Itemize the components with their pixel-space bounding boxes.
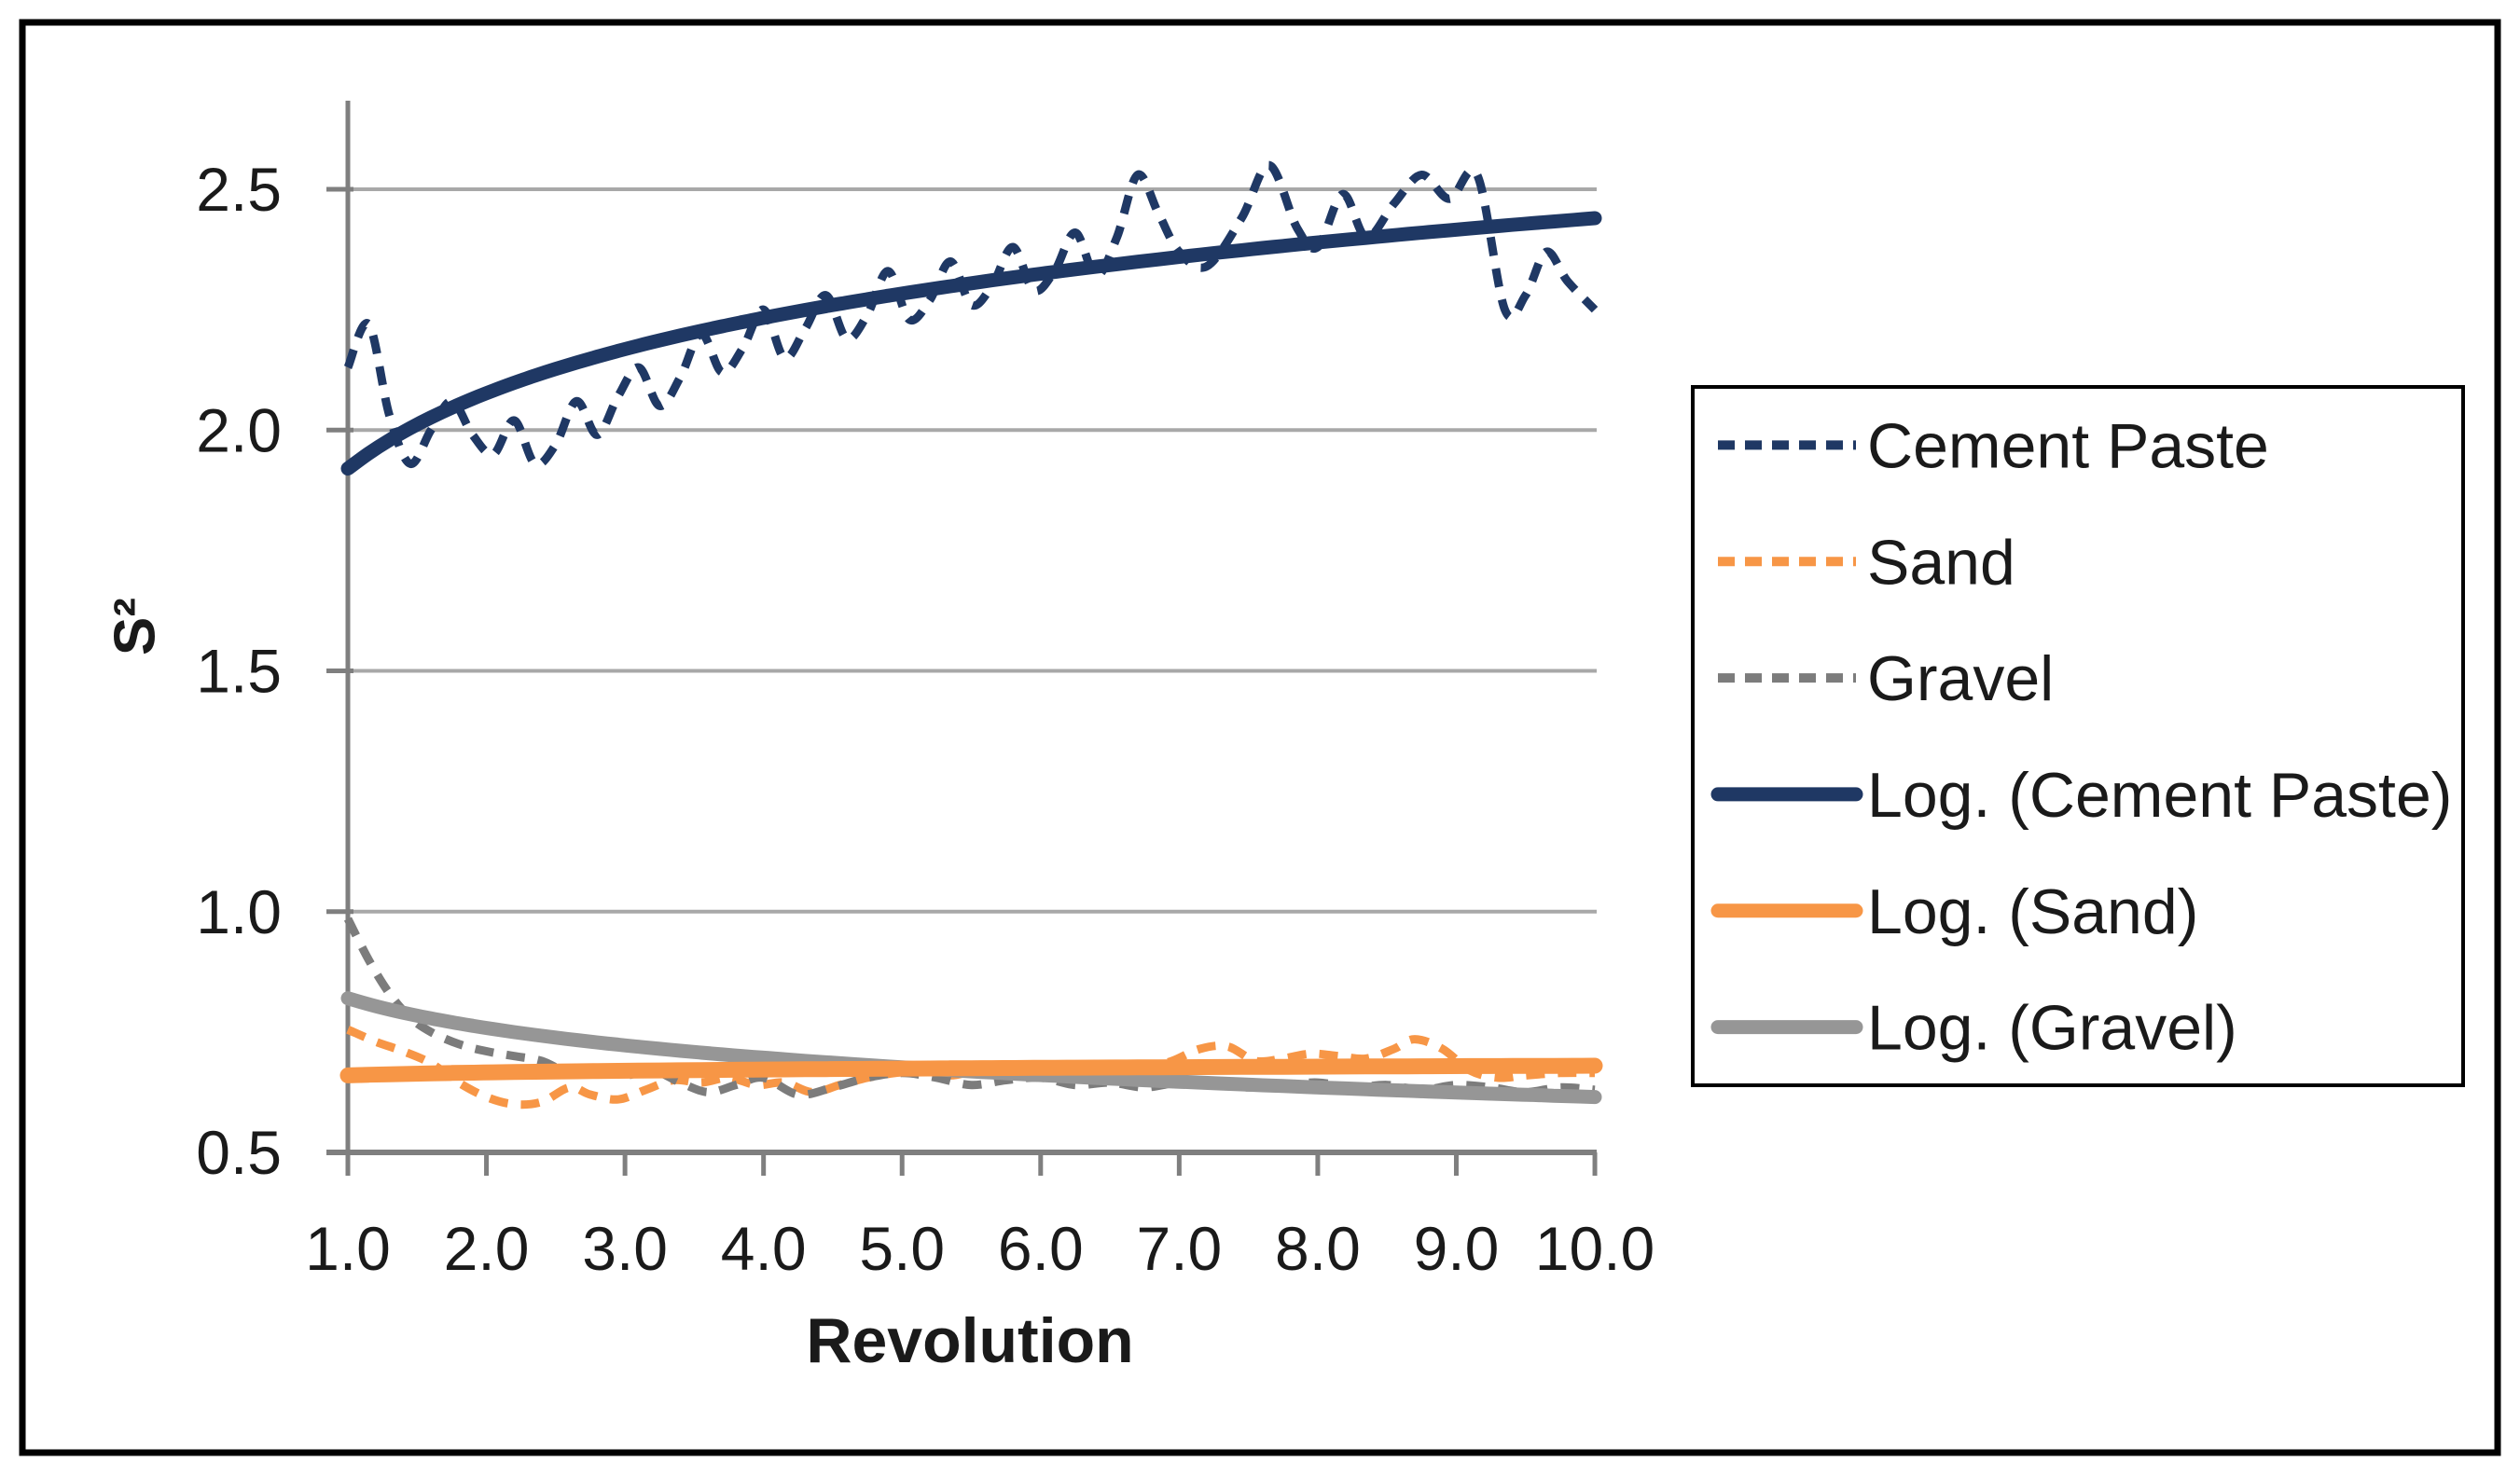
legend-label-log-cement-paste: Log. (Cement Paste) [1867, 760, 2452, 831]
legend-label-gravel: Gravel [1867, 643, 2054, 714]
legend-item-log-gravel: Log. (Gravel) [1710, 993, 2237, 1064]
x-axis-title: Revolution [806, 1305, 1134, 1376]
x-tick-label-1.0: 1.0 [305, 1214, 391, 1283]
x-tick-label-6.0: 6.0 [998, 1214, 1084, 1283]
x-tick-label-8.0: 8.0 [1275, 1214, 1361, 1283]
legend-item-gravel: Gravel [1718, 643, 2054, 714]
x-tick-label-2.0: 2.0 [444, 1214, 530, 1283]
x-tick-label-5.0: 5.0 [859, 1214, 945, 1283]
legend-item-cement-paste: Cement Paste [1718, 410, 2269, 481]
x-tick-label-10.0: 10.0 [1535, 1214, 1655, 1283]
y-tick-label-1.5: 1.5 [196, 637, 282, 706]
x-tick-label-3.0: 3.0 [582, 1214, 668, 1283]
legend-label-log-gravel: Log. (Gravel) [1867, 993, 2237, 1064]
legend-item-log-cement-paste: Log. (Cement Paste) [1710, 760, 2452, 831]
legend-label-log-sand: Log. (Sand) [1867, 876, 2198, 947]
series-log-cement-paste-line [340, 211, 1602, 476]
legend-label-cement-paste: Cement Paste [1867, 410, 2269, 481]
y-tick-label-1.0: 1.0 [196, 877, 282, 946]
y-tick-label-0.5: 0.5 [196, 1118, 282, 1187]
legend-label-sand: Sand [1867, 527, 2015, 598]
series-cement-paste-line [343, 160, 1599, 469]
legend-box [1691, 385, 2465, 1087]
y-axis-title: S² [103, 598, 168, 655]
series-log-sand-line [339, 1057, 1603, 1083]
figure-border [19, 19, 2501, 1456]
y-tick-label-2.5: 2.5 [196, 155, 282, 224]
x-tick-label-7.0: 7.0 [1136, 1214, 1222, 1283]
x-tick-label-4.0: 4.0 [721, 1214, 807, 1283]
legend-item-sand: Sand [1718, 527, 2015, 598]
legend-item-log-sand: Log. (Sand) [1710, 876, 2198, 947]
x-tick-label-9.0: 9.0 [1414, 1214, 1500, 1283]
y-tick-label-2.0: 2.0 [196, 395, 282, 464]
